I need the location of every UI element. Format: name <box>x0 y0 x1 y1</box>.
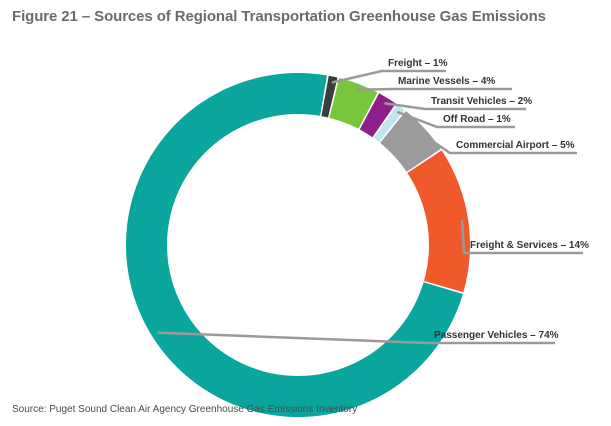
leader-line-marine-vessels <box>356 87 512 91</box>
slice-label-passenger-vehicles: Passenger Vehicles – 74% <box>434 330 559 341</box>
leader-line-transit-vehicles <box>384 102 526 111</box>
leader-line-passenger-vehicles <box>156 331 555 345</box>
slice-freight-services <box>407 150 470 293</box>
leader-line-freight <box>331 69 446 84</box>
slice-label-freight: Freight – 1% <box>388 58 448 69</box>
slice-label-transit-vehicles: Transit Vehicles – 2% <box>431 96 532 107</box>
leader-line-freight-services <box>460 219 583 255</box>
leader-line-commercial-airport <box>419 131 577 155</box>
slice-freight <box>321 75 338 118</box>
slice-off-road <box>373 104 405 143</box>
chart-title: Figure 21 – Sources of Regional Transpor… <box>12 8 546 25</box>
source-note: Source: Puget Sound Clean Air Agency Gre… <box>12 404 358 415</box>
slice-label-marine-vessels: Marine Vessels – 4% <box>398 76 495 87</box>
slice-labels: Freight – 1% Marine Vessels – 4% Transit V… <box>156 58 589 345</box>
slice-label-commercial-airport: Commercial Airport – 5% <box>456 140 575 151</box>
leader-line-off-road <box>396 110 515 129</box>
slice-label-freight-services: Freight & Services – 14% <box>470 240 589 251</box>
slice-label-off-road: Off Road – 1% <box>443 114 511 125</box>
slice-commercial-airport <box>380 110 441 172</box>
donut-slices <box>125 72 470 418</box>
